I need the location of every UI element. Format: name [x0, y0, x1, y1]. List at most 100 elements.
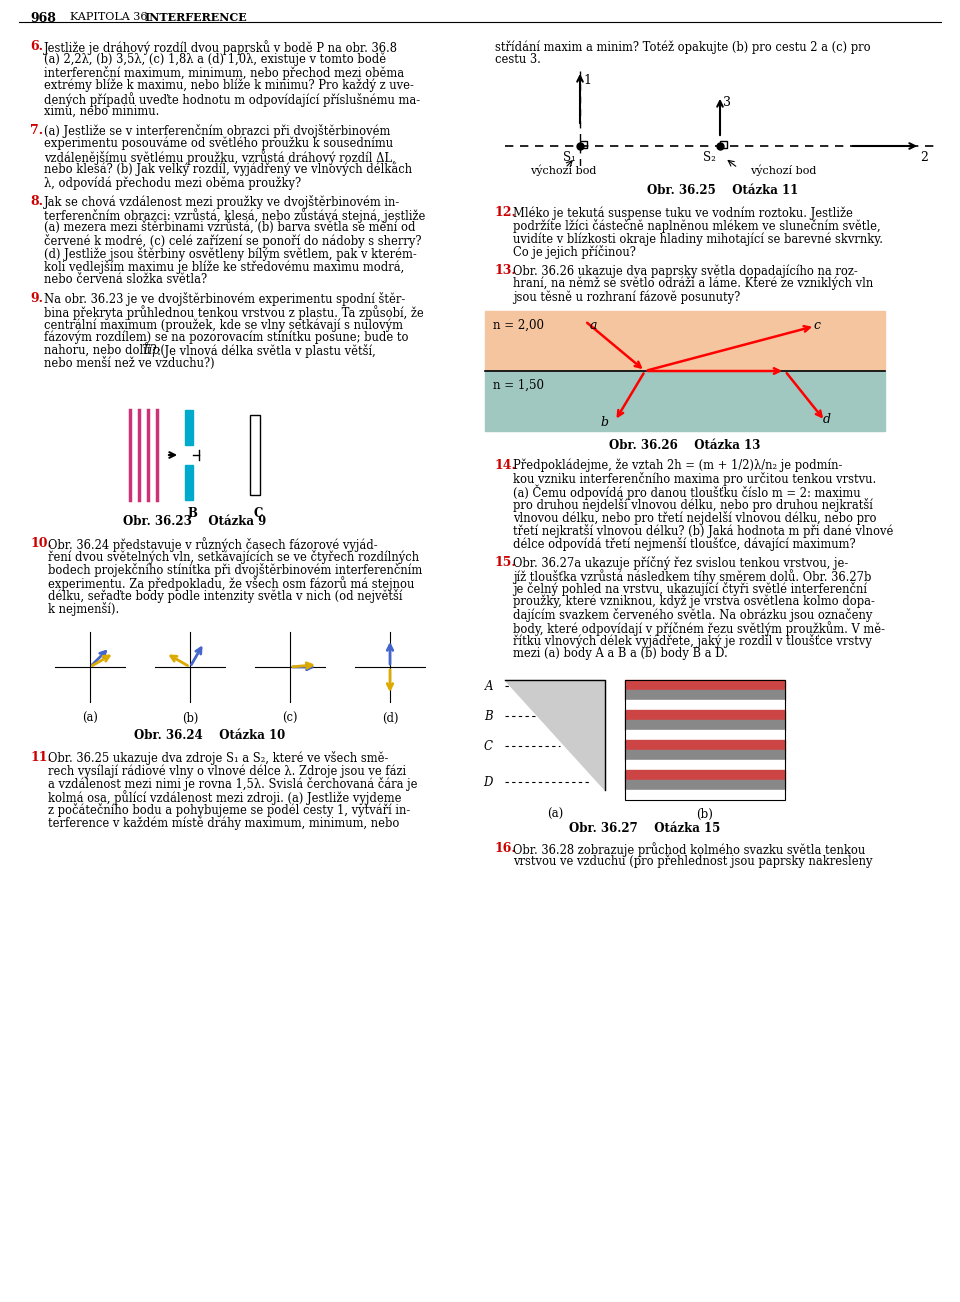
Text: (a) 2,2λ, (b) 3,5λ, (c) 1,8λ a (d) 1,0λ, existuje v tomto bodě: (a) 2,2λ, (b) 3,5λ, (c) 1,8λ a (d) 1,0λ,…	[44, 53, 386, 66]
Text: n = 1,50: n = 1,50	[493, 379, 544, 392]
Text: experimentu posouváme od světlého proužku k sousednímu: experimentu posouváme od světlého proužk…	[44, 137, 394, 151]
Bar	[250, 415, 260, 495]
Text: koli vedlejším maximu je blíže ke středovému maximu modrá,: koli vedlejším maximu je blíže ke středo…	[44, 260, 404, 273]
Text: Obr. 36.26    Otázka 13: Obr. 36.26 Otázka 13	[610, 439, 760, 452]
Bar	[625, 740, 785, 750]
Text: experimentu. Za předpokladu, že všech osm fázorů má stejnou: experimentu. Za předpokladu, že všech os…	[48, 575, 415, 591]
Text: délce odpovídá třetí nejmenší tloušťce, dávající maximum?: délce odpovídá třetí nejmenší tloušťce, …	[513, 536, 855, 551]
Text: terference v každém místě dráhy maximum, minimum, nebo: terference v každém místě dráhy maximum,…	[48, 816, 399, 829]
Text: 13.: 13.	[495, 264, 516, 277]
Text: Obr. 36.23    Otázka 9: Obr. 36.23 Otázka 9	[124, 516, 267, 529]
Bar	[625, 680, 785, 799]
Bar	[625, 780, 785, 790]
Text: dajícím svazkem červeného světla. Na obrázku jsou označeny: dajícím svazkem červeného světla. Na obr…	[513, 608, 873, 622]
Text: Na obr. 36.23 je ve dvojštěrbinovém experimentu spodní štěr-: Na obr. 36.23 je ve dvojštěrbinovém expe…	[44, 292, 405, 306]
Text: c: c	[813, 319, 820, 332]
Bar	[185, 465, 193, 500]
Text: Obr. 36.24    Otázka 10: Obr. 36.24 Otázka 10	[134, 729, 286, 742]
Text: pro druhou nejdelší vlnovou délku, nebo pro druhou nejkratší: pro druhou nejdelší vlnovou délku, nebo …	[513, 497, 873, 512]
Text: proužky, které vzniknou, když je vrstva osvětlena kolmo dopa-: proužky, které vzniknou, když je vrstva …	[513, 595, 875, 608]
Text: k nejmenší).: k nejmenší).	[48, 602, 119, 616]
Text: Obr. 36.27    Otázka 15: Obr. 36.27 Otázka 15	[569, 822, 721, 835]
Text: bina překryta průhlednou tenkou vrstvou z plastu. Ta způsobí, že: bina překryta průhlednou tenkou vrstvou …	[44, 305, 423, 320]
Text: 8.: 8.	[30, 195, 43, 208]
Text: 9.: 9.	[30, 292, 43, 305]
Text: 1: 1	[583, 74, 591, 87]
Text: Předpokládejme, že vztah 2h = (m + 1/2)λ/n₂ je podmín-: Předpokládejme, že vztah 2h = (m + 1/2)λ…	[513, 460, 842, 473]
Text: (d) Jestliže jsou štěrbiny osvětleny bílým světlem, pak v kterém-: (d) Jestliže jsou štěrbiny osvětleny bíl…	[44, 247, 417, 260]
Text: jíž tloušťka vzrůstá následkem tíhy směrem dolů. Obr. 36.27b: jíž tloušťka vzrůstá následkem tíhy směr…	[513, 569, 872, 583]
Text: délku, seřaďte body podle intenzity světla v nich (od největší: délku, seřaďte body podle intenzity svět…	[48, 589, 402, 603]
Text: nebo červená složka světla?: nebo červená složka světla?	[44, 273, 207, 286]
Text: řítku vlnových délek vyjádřete, jaký je rozdíl v tloušťce vrstvy: řítku vlnových délek vyjádřete, jaký je …	[513, 634, 872, 648]
Text: Obr. 36.26 ukazuje dva paprsky světla dopadajícího na roz-: Obr. 36.26 ukazuje dva paprsky světla do…	[513, 264, 857, 277]
Text: D: D	[484, 776, 493, 789]
Polygon shape	[505, 680, 605, 790]
Text: (a) Jestliže se v interferenčním obrazci při dvojštěrbinovém: (a) Jestliže se v interferenčním obrazci…	[44, 124, 391, 138]
Text: bodech projekčního stínítka při dvojštěrbinovém interferenčním: bodech projekčního stínítka při dvojštěr…	[48, 562, 422, 577]
Text: Tip: Tip	[141, 344, 159, 357]
Text: kou vzniku interferenčního maxima pro určitou tenkou vrstvu.: kou vzniku interferenčního maxima pro ur…	[513, 473, 876, 486]
Text: C: C	[253, 506, 262, 519]
Text: rech vysílají rádiové vlny o vlnové délce λ. Zdroje jsou ve fázi: rech vysílají rádiové vlny o vlnové délc…	[48, 764, 406, 777]
Text: Jestliže je dráhový rozdíl dvou paprsků v bodě P na obr. 36.8: Jestliže je dráhový rozdíl dvou paprsků …	[44, 40, 398, 55]
Bar	[625, 769, 785, 780]
Text: (d): (d)	[382, 712, 398, 725]
Bar	[625, 700, 785, 710]
Text: 2: 2	[920, 151, 928, 164]
Text: : Je vlnová délka světla v plastu větší,: : Je vlnová délka světla v plastu větší,	[156, 344, 375, 358]
Text: nebo menší než ve vzduchu?): nebo menší než ve vzduchu?)	[44, 357, 215, 370]
Text: Jak se chová vzdálenost mezi proužky ve dvojštěrbinovém in-: Jak se chová vzdálenost mezi proužky ve …	[44, 195, 400, 210]
Text: INTERFERENCE: INTERFERENCE	[145, 12, 248, 23]
Text: (a) mezera mezi štěrbinami vzrůstá, (b) barva světla se mění od: (a) mezera mezi štěrbinami vzrůstá, (b) …	[44, 221, 416, 236]
Bar	[625, 690, 785, 700]
Text: Mléko je tekutá suspense tuku ve vodním roztoku. Jestliže: Mléko je tekutá suspense tuku ve vodním …	[513, 206, 852, 220]
Text: body, které odpovídají v příčném řezu světlým proužkům. V mě-: body, které odpovídají v příčném řezu sv…	[513, 621, 885, 635]
Text: z počátečního bodu a pohybujeme se podél cesty 1, vytváří in-: z počátečního bodu a pohybujeme se podél…	[48, 803, 410, 816]
Text: výchozí bod: výchozí bod	[530, 164, 596, 176]
Text: B: B	[187, 506, 197, 519]
Bar	[485, 311, 885, 371]
Text: dených případů uveďte hodnotu m odpovídající příslušnému ma-: dených případů uveďte hodnotu m odpovída…	[44, 92, 420, 107]
Text: C: C	[484, 740, 493, 753]
Text: fázovým rozdílem) se na pozorovacím stínítku posune; bude to: fázovým rozdílem) se na pozorovacím stín…	[44, 331, 409, 345]
Text: (a): (a)	[82, 712, 98, 725]
Text: (b): (b)	[181, 712, 198, 725]
Text: Co je jejich příčinou?: Co je jejich příčinou?	[513, 245, 636, 259]
Text: cestu 3.: cestu 3.	[495, 53, 540, 66]
Bar	[625, 720, 785, 730]
Text: Obr. 36.24 představuje v různých časech fázorové vyjád-: Obr. 36.24 představuje v různých časech …	[48, 536, 377, 552]
Text: extrémy blíže k maximu, nebo blíže k minimu? Pro každý z uve-: extrémy blíže k maximu, nebo blíže k min…	[44, 79, 414, 92]
Text: interferenční maximum, minimum, nebo přechod mezi oběma: interferenční maximum, minimum, nebo pře…	[44, 66, 404, 79]
Text: Obr. 36.25    Otázka 11: Obr. 36.25 Otázka 11	[647, 184, 798, 197]
Text: mezi (a) body A a B a (b) body B a D.: mezi (a) body A a B a (b) body B a D.	[513, 647, 728, 660]
Text: 12.: 12.	[495, 206, 516, 219]
Text: S₁: S₁	[564, 151, 576, 164]
Text: 6.: 6.	[30, 40, 43, 53]
Bar	[720, 141, 727, 148]
Text: b: b	[600, 417, 608, 428]
Text: 7.: 7.	[30, 124, 43, 137]
Text: S₂: S₂	[703, 151, 716, 164]
Text: B: B	[485, 710, 493, 723]
Text: nahoru, nebo dolů? (: nahoru, nebo dolů? (	[44, 344, 165, 358]
Text: ximu, nebo minimu.: ximu, nebo minimu.	[44, 105, 159, 118]
Text: vlnovou délku, nebo pro třetí nejdelší vlnovou délku, nebo pro: vlnovou délku, nebo pro třetí nejdelší v…	[513, 510, 876, 525]
Text: a: a	[590, 319, 597, 332]
Bar	[625, 790, 785, 799]
Text: nebo klesá? (b) Jak velký rozdíl, vyjádřený ve vlnových délkách: nebo klesá? (b) Jak velký rozdíl, vyjádř…	[44, 163, 412, 177]
Text: n = 2,00: n = 2,00	[493, 319, 544, 332]
Text: (a): (a)	[547, 809, 564, 822]
Text: je čelný pohled na vrstvu, ukazující čtyři světlé interferenční: je čelný pohled na vrstvu, ukazující čty…	[513, 582, 867, 596]
Text: (a) Čemu odpovídá pro danou tloušťku číslo m = 2: maximu: (a) Čemu odpovídá pro danou tloušťku čís…	[513, 486, 860, 500]
Bar	[625, 680, 785, 690]
Bar	[580, 141, 587, 148]
Text: podržíte lžíci částečně naplněnou mlékem ve slunečním světle,: podržíte lžíci částečně naplněnou mlékem…	[513, 219, 880, 233]
Text: 3: 3	[723, 96, 731, 109]
Text: 14.: 14.	[495, 460, 516, 473]
Text: 15.: 15.	[495, 556, 516, 569]
Text: Obr. 36.27a ukazuje příčný řez svislou tenkou vrstvou, je-: Obr. 36.27a ukazuje příčný řez svislou t…	[513, 556, 849, 570]
Text: Obr. 36.25 ukazuje dva zdroje S₁ a S₂, které ve všech smě-: Obr. 36.25 ukazuje dva zdroje S₁ a S₂, k…	[48, 751, 389, 766]
Text: střídání maxim a minim? Totéž opakujte (b) pro cestu 2 a (c) pro: střídání maxim a minim? Totéž opakujte (…	[495, 40, 871, 53]
Text: uvidíte v blízkosti okraje hladiny mihotající se barevné skvrnky.: uvidíte v blízkosti okraje hladiny mihot…	[513, 232, 883, 246]
